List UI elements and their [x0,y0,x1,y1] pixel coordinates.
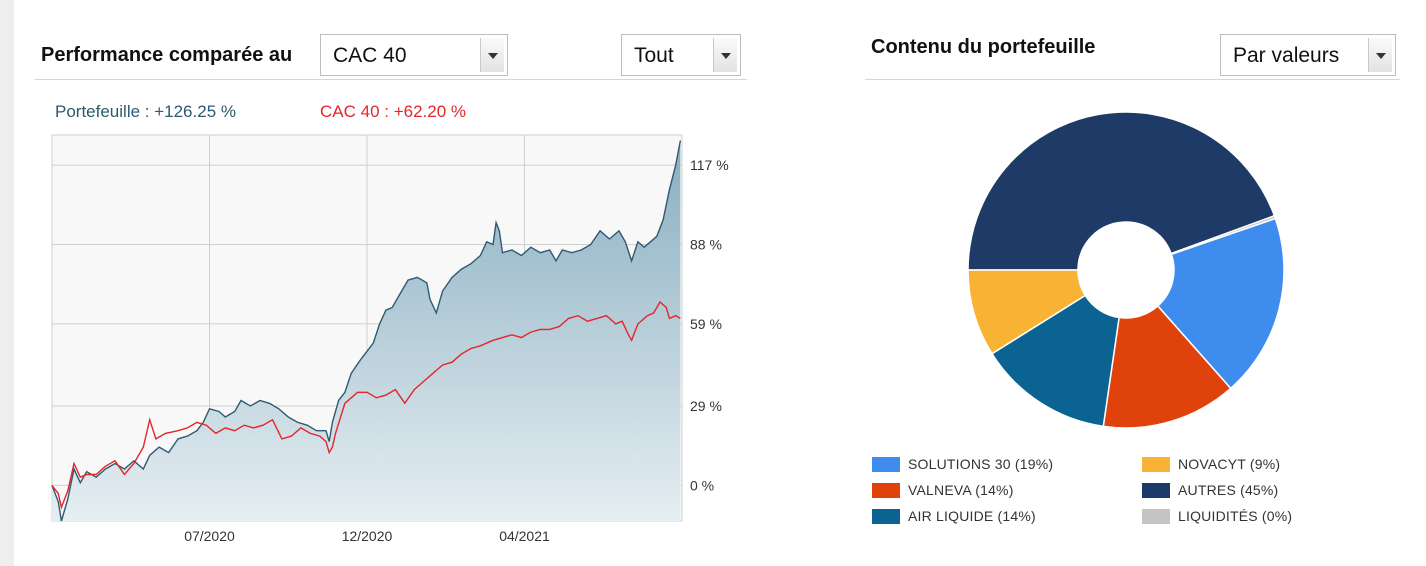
legend-label: SOLUTIONS 30 (19%) [908,456,1054,472]
legend-label: AUTRES (45%) [1178,482,1279,498]
left-margin-strip [0,0,14,566]
legend-label: NOVACYT (9%) [1178,456,1281,472]
performance-header: Performance comparée au CAC 40 Tout [35,30,747,80]
y-tick-label: 117 % [690,157,729,173]
pie-slice [967,269,1087,355]
legend-swatch [872,457,900,472]
pie-slice [967,111,1276,271]
portfolio-donut-chart [967,111,1285,429]
chevron-down-icon [721,53,731,59]
legend-label: AIR LIQUIDE (14%) [908,508,1036,524]
legend-swatch [872,483,900,498]
legend-swatch [1142,457,1170,472]
portfolio-title: Contenu du portefeuille [871,36,1096,58]
performance-line-chart: 0 % 29 % 59 % 88 % 117 % 07/2020 12/2020 04/202… [51,134,729,544]
benchmark-performance-label: CAC 40 : +62.20 % [320,102,467,121]
view-select[interactable]: Par valeurs [1220,34,1396,76]
pie-slice [990,294,1120,428]
x-tick-label: 04/2021 [499,528,550,544]
y-tick-label: 59 % [690,316,722,332]
pie-slice [1156,217,1285,390]
benchmark-select-arrow[interactable] [480,38,504,72]
legend-swatch [1142,509,1170,524]
pie-slice [1102,304,1232,429]
portfolio-performance-label: Portefeuille : +126.25 % [55,102,236,121]
benchmark-line [51,300,681,510]
period-select-value: Tout [634,44,674,67]
view-select-value: Par valeurs [1233,44,1340,67]
x-tick-label: 07/2020 [184,528,235,544]
y-tick-label: 0 % [690,477,714,493]
chevron-down-icon [488,53,498,59]
y-tick-label: 29 % [690,398,722,414]
period-select[interactable]: Tout [621,34,741,76]
chevron-down-icon [1376,53,1386,59]
y-tick-label: 88 % [690,237,722,253]
legend-swatch [1142,483,1170,498]
legend-label: VALNEVA (14%) [908,482,1014,498]
benchmark-select-value: CAC 40 [333,44,407,67]
period-select-arrow[interactable] [713,38,737,72]
legend-label: LIQUIDITÉS (0%) [1178,508,1293,524]
benchmark-select[interactable]: CAC 40 [320,34,508,76]
portfolio-line [51,140,682,522]
portfolio-area [52,140,681,521]
performance-title: Performance comparée au [41,44,293,66]
portfolio-header: Contenu du portefeuille Par valeurs [865,30,1400,80]
legend-swatch [872,509,900,524]
view-select-arrow[interactable] [1368,38,1392,72]
x-tick-label: 12/2020 [342,528,393,544]
